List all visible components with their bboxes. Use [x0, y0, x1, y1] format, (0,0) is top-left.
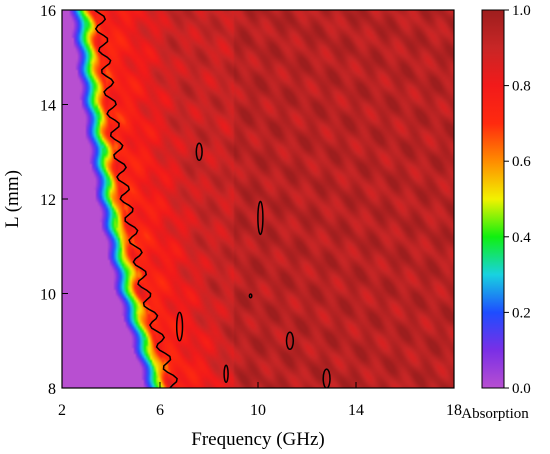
colorbar-label: Absorption: [461, 406, 529, 422]
contour-loop: [257, 200, 264, 236]
colorbar-tick-label: 0.0: [512, 381, 531, 397]
colorbar-ticks: 0.0 0.2 0.4 0.6 0.8 1.0: [504, 3, 531, 397]
x-tick-label: 18: [446, 402, 462, 419]
colorbar: 0.0 0.2 0.4 0.6 0.8 1.0 Absorption: [461, 3, 531, 422]
colorbar-fill: [481, 9, 505, 389]
contour-loop: [248, 293, 253, 299]
contour-loop: [175, 311, 184, 342]
y-tick-label: 8: [48, 381, 56, 398]
colorbar-tick-label: 1.0: [512, 3, 531, 19]
heatmap-area: [62, 10, 454, 388]
y-tick-label: 10: [40, 287, 56, 304]
contour-loop: [285, 331, 295, 351]
x-tick-label: 6: [156, 402, 164, 419]
x-axis: 2 6 10 14 18: [58, 382, 462, 419]
x-tick-label: 2: [58, 402, 66, 419]
colorbar-tick-label: 0.4: [512, 230, 531, 246]
contour-loop: [195, 142, 203, 162]
x-tick-label: 10: [250, 402, 266, 419]
y-axis: 8 10 12 14 16: [40, 3, 68, 398]
contour-lines: [93, 10, 331, 388]
colorbar-tick-label: 0.6: [512, 154, 531, 170]
y-axis-label: L (mm): [2, 170, 23, 228]
contour-loop: [223, 364, 229, 384]
y-tick-label: 14: [40, 98, 56, 115]
y-tick-label: 12: [40, 192, 56, 209]
heatmap-raster: [62, 10, 454, 388]
y-tick-label: 16: [40, 3, 56, 20]
contour-loop: [322, 368, 331, 388]
colorbar-tick-label: 0.8: [512, 79, 531, 95]
colorbar-tick-label: 0.2: [512, 305, 531, 321]
x-axis-label: Frequency (GHz): [191, 429, 324, 450]
x-tick-label: 14: [348, 402, 364, 419]
contour-line: [93, 10, 178, 388]
